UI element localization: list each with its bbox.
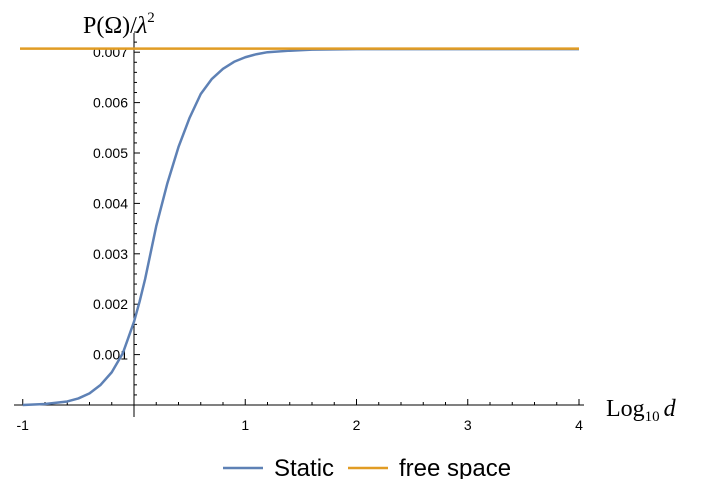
plot-area [20, 47, 579, 407]
x-tick-label: 3 [464, 417, 472, 433]
y-tick-label: 0.002 [93, 296, 128, 312]
x-tick-label: 4 [575, 417, 583, 433]
y-axis-title: P(Ω)/λ2 [83, 10, 155, 39]
y-tick-label: 0.007 [93, 44, 128, 60]
y-axis-title-base: P(Ω)/ [83, 13, 137, 39]
x-axis-title-var: d [664, 396, 677, 422]
x-tick-label: -1 [17, 417, 30, 433]
y-tick-label: 0.003 [93, 246, 128, 262]
y-tick-label: 0.004 [93, 195, 128, 211]
x-tick-label: 1 [241, 417, 249, 433]
legend-label-static: Static [274, 455, 334, 479]
y-axis-title-var: λ [136, 13, 147, 39]
axes: -1 1 2 3 40.0010.0020.0030.0040.0050.0060.00… [14, 31, 584, 433]
x-tick-label: 2 [353, 417, 361, 433]
y-axis-title-sup: 2 [147, 10, 155, 26]
y-tick-label: 0.005 [93, 145, 128, 161]
x-axis-title-base: Log [606, 396, 645, 422]
tick-labels: -1 1 2 3 40.0010.0020.0030.0040.0050.0060.00… [17, 44, 584, 433]
legend-label-free-space: free space [399, 455, 511, 479]
legend: Static free space [223, 455, 511, 479]
y-tick-label: 0.006 [93, 95, 128, 111]
tick-marks [22, 31, 580, 405]
x-axis-title-sub: 10 [645, 409, 660, 425]
x-axis-title: Log10 d [606, 396, 677, 425]
